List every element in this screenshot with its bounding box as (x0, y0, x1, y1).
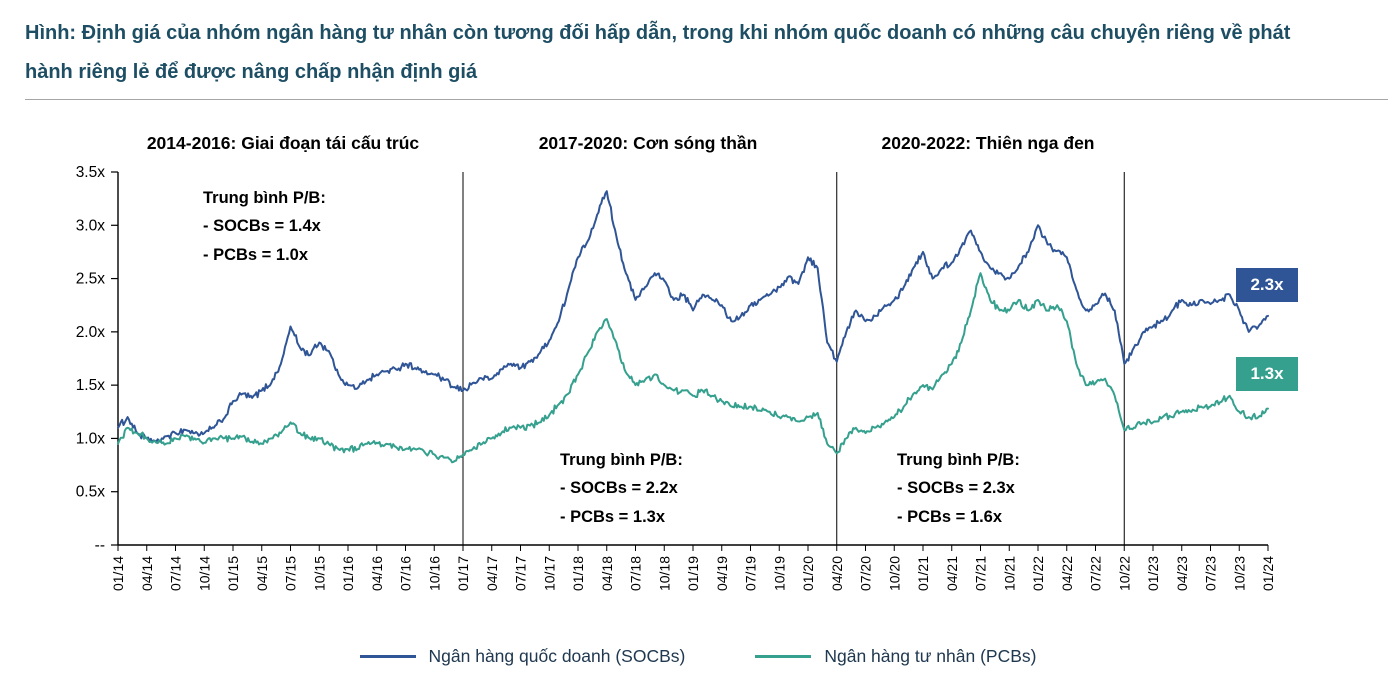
x-tick-label: 01/17 (455, 556, 471, 591)
period-label-restructuring: 2014-2016: Giai đoạn tái cấu trúc (146, 133, 420, 153)
x-tick-label: 10/15 (311, 556, 327, 591)
x-tick-label: 10/17 (541, 556, 557, 591)
x-tick-label: 04/22 (1059, 556, 1075, 591)
annotation-pcb-line: - PCBs = 1.3x (560, 507, 666, 526)
x-tick-label: 10/18 (656, 556, 672, 591)
y-tick-label: 1.0x (76, 430, 106, 447)
figure-title: Hình: Định giá của nhóm ngân hàng tư nhâ… (25, 22, 1291, 83)
y-tick-label: 2.0x (76, 324, 106, 341)
x-tick-label: 01/20 (800, 556, 816, 591)
legend-item-pcb: Ngân hàng tư nhân (PCBs) (755, 646, 1036, 667)
x-tick-label: 04/15 (254, 556, 270, 591)
socb-latest-pb-badge: 2.3x (1236, 268, 1298, 302)
x-tick-label: 01/15 (225, 556, 241, 591)
x-tick-label: 04/21 (944, 556, 960, 591)
x-tick-label: 07/16 (398, 556, 414, 591)
x-tick-label: 10/23 (1231, 556, 1247, 591)
x-tick-label: 04/20 (829, 556, 845, 591)
legend-item-socb: Ngân hàng quốc doanh (SOCBs) (359, 646, 686, 667)
x-tick-label: 04/23 (1174, 556, 1190, 591)
avg-pb-annotation-period2: Trung bình P/B: - SOCBs = 2.2x - PCBs = … (560, 446, 683, 531)
annotation-pcb-line: - PCBs = 1.6x (897, 507, 1003, 526)
x-tick-label: 10/20 (886, 556, 902, 591)
pcb-latest-pb-badge: 1.3x (1236, 357, 1298, 391)
x-tick-label: 01/24 (1260, 556, 1276, 591)
annotation-heading: Trung bình P/B: (203, 189, 326, 207)
y-tick-label: 2.5x (76, 271, 106, 288)
pcb-line-swatch (755, 655, 812, 658)
chart-legend: Ngân hàng quốc doanh (SOCBs) Ngân hàng t… (0, 646, 1396, 667)
x-tick-label: 01/18 (570, 556, 586, 591)
x-tick-label: 10/21 (1001, 556, 1017, 591)
period-label-tsunami: 2017-2020: Cơn sóng thần (538, 133, 758, 153)
annotation-heading: Trung bình P/B: (897, 451, 1020, 469)
x-tick-label: 07/15 (283, 556, 299, 591)
socb-legend-label: Ngân hàng quốc doanh (SOCBs) (428, 646, 686, 666)
x-tick-label: 07/17 (513, 556, 529, 591)
x-tick-label: 07/22 (1088, 556, 1104, 591)
y-tick-label: 0.5x (76, 484, 106, 501)
period-label-black-swan: 2020-2022: Thiên nga đen (881, 133, 1095, 153)
x-tick-label: 01/22 (1030, 556, 1046, 591)
x-tick-label: 04/19 (714, 556, 730, 591)
x-tick-label: 04/18 (599, 556, 615, 591)
title-divider-line (25, 99, 1388, 100)
y-tick-label: 3.5x (76, 164, 106, 181)
x-tick-label: 01/14 (110, 556, 126, 591)
x-tick-label: 04/17 (484, 556, 500, 591)
x-tick-label: 07/20 (858, 556, 874, 591)
x-tick-label: 01/23 (1145, 556, 1161, 591)
x-tick-label: 10/16 (426, 556, 442, 591)
annotation-pcb-line: - PCBs = 1.0x (203, 245, 309, 264)
annotation-socb-line: - SOCBs = 1.4x (203, 217, 321, 236)
y-tick-label: 1.5x (76, 377, 106, 394)
x-tick-label: 10/19 (771, 556, 787, 591)
annotation-socb-line: - SOCBs = 2.2x (560, 479, 678, 498)
x-tick-label: 04/16 (369, 556, 385, 591)
x-tick-label: 07/18 (628, 556, 644, 591)
x-tick-label: 01/21 (915, 556, 931, 591)
x-tick-label: 01/19 (685, 556, 701, 591)
x-tick-label: 10/14 (196, 556, 212, 591)
x-tick-label: 01/16 (340, 556, 356, 591)
x-tick-label: 07/19 (743, 556, 759, 591)
x-tick-label: 07/14 (168, 556, 184, 591)
annotation-socb-line: - SOCBs = 2.3x (897, 479, 1015, 498)
socb-line-swatch (359, 655, 416, 658)
annotation-heading: Trung bình P/B: (560, 451, 683, 469)
x-tick-label: 07/23 (1203, 556, 1219, 591)
x-tick-label: 04/14 (139, 556, 155, 591)
avg-pb-annotation-period3: Trung bình P/B: - SOCBs = 2.3x - PCBs = … (897, 446, 1020, 531)
x-tick-label: 10/22 (1116, 556, 1132, 591)
y-tick-label: -- (95, 537, 105, 554)
pcb-legend-label: Ngân hàng tư nhân (PCBs) (824, 646, 1037, 666)
series-line-pcb (117, 272, 1269, 464)
x-tick-label: 07/21 (973, 556, 989, 591)
series-line-socb (117, 190, 1269, 444)
avg-pb-annotation-period1: Trung bình P/B: - SOCBs = 1.4x - PCBs = … (203, 184, 326, 269)
y-tick-label: 3.0x (76, 217, 106, 234)
